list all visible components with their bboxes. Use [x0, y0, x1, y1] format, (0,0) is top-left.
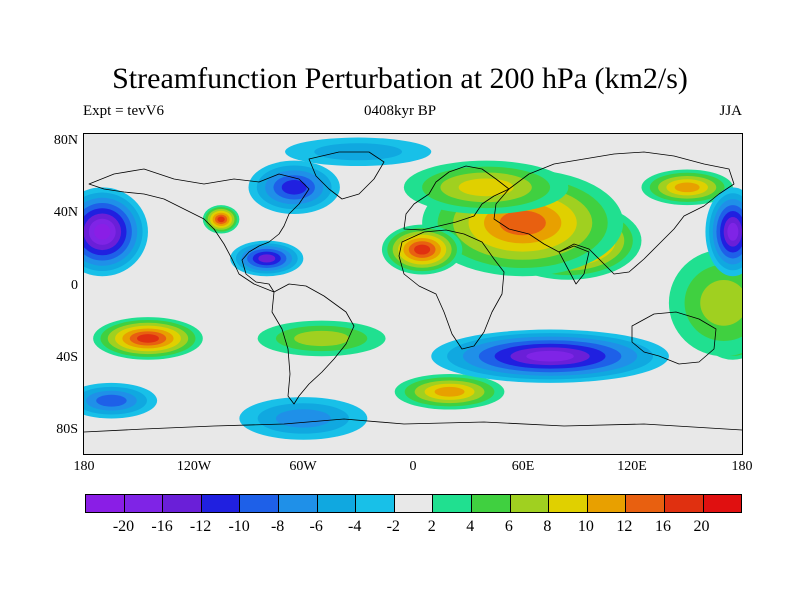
- colorbar-tick-label: -12: [189, 518, 212, 535]
- positive-anomaly-center: [202, 205, 240, 234]
- coastline-australia: [631, 311, 717, 365]
- colorbar-tick-label: -2: [386, 518, 400, 535]
- contour-band: [94, 223, 111, 240]
- lon-label-60e: 60E: [511, 459, 535, 474]
- lat-label-80n: 80N: [53, 133, 78, 148]
- colorbar-swatch: [433, 495, 472, 512]
- contour-band: [458, 178, 514, 197]
- colorbar-swatch: [163, 495, 202, 512]
- positive-anomaly-center: [381, 224, 463, 275]
- lat-label-40n: 40N: [53, 205, 78, 220]
- negative-anomaly-center: [84, 187, 148, 277]
- colorbar-swatch: [356, 495, 395, 512]
- contour-band: [526, 350, 574, 362]
- experiment-label: Expt = tevV6: [83, 103, 164, 119]
- colorbar-swatch: [510, 495, 550, 512]
- lon-label-60w: 60W: [289, 459, 317, 474]
- coastline-south-america: [271, 283, 355, 405]
- contour-band: [137, 334, 159, 343]
- coastline-africa: [398, 229, 505, 350]
- contour-band: [700, 280, 742, 326]
- colorbar-tick-label: -4: [348, 518, 362, 535]
- contour-band: [434, 386, 465, 397]
- lon-label-180w: 180: [73, 459, 95, 474]
- positive-anomaly-center: [641, 169, 733, 206]
- colorbar-tick-label: 10: [577, 518, 594, 535]
- colorbar-swatch: [124, 495, 164, 512]
- colorbar-swatch: [703, 495, 742, 512]
- coastline-north-america: [88, 168, 310, 293]
- contour-band: [275, 409, 331, 428]
- colorbar-swatch: [317, 495, 357, 512]
- negative-anomaly-center: [230, 240, 304, 277]
- colorbar-swatch: [278, 495, 318, 512]
- contour-band: [281, 180, 307, 195]
- coastlines: [84, 151, 742, 433]
- coastline-india: [558, 245, 590, 285]
- negative-anomaly-center: [84, 382, 158, 419]
- colorbar-swatch: [86, 495, 125, 512]
- colorbar-tick-label: 4: [466, 518, 475, 535]
- colorbar-tick-label: 12: [616, 518, 633, 535]
- contour-band: [414, 244, 431, 255]
- colorbar: [85, 494, 742, 513]
- contour-band: [217, 216, 225, 223]
- streamfunction-map: [84, 137, 742, 440]
- map-plot-area: [84, 134, 742, 454]
- colorbar-tick-label: 16: [654, 518, 671, 535]
- contour-band: [499, 210, 546, 236]
- lon-label-120e: 120E: [617, 459, 647, 474]
- coastline-greenland: [308, 151, 385, 200]
- lon-label-180e: 180: [731, 459, 753, 474]
- colorbar-tick-label: 6: [504, 518, 513, 535]
- negative-anomaly-center: [239, 397, 368, 440]
- colorbar-tick-label: -20: [112, 518, 135, 535]
- colorbar-swatch: [394, 495, 434, 512]
- time-label: 0408kyr BP: [363, 103, 437, 119]
- negative-anomaly-center: [248, 160, 340, 214]
- positive-anomaly-center: [403, 160, 569, 214]
- positive-anomaly-center: [394, 374, 505, 410]
- colorbar-swatch: [549, 495, 588, 512]
- colorbar-tick-label: -10: [228, 518, 250, 535]
- positive-anomaly-center: [93, 317, 203, 360]
- lat-label-0: 0: [71, 278, 78, 293]
- colorbar-tick-label: -6: [309, 518, 323, 535]
- positive-anomaly-center: [668, 249, 742, 357]
- map-title: Streamfunction Perturbation at 200 hPa (…: [112, 62, 688, 95]
- colorbar-tick-label: 8: [543, 518, 552, 535]
- contour-band: [674, 182, 700, 193]
- coastline-europe: [403, 165, 510, 231]
- contour-band: [96, 394, 127, 407]
- colorbar-tick-label: 2: [427, 518, 436, 535]
- lon-label-0: 0: [409, 459, 417, 474]
- lat-label-80s: 80S: [56, 422, 78, 437]
- contour-band: [727, 222, 739, 241]
- colorbar-swatch: [587, 495, 627, 512]
- colorbar-swatch: [201, 495, 241, 512]
- colorbar-tick-label: -8: [270, 518, 285, 535]
- contour-band: [258, 254, 276, 263]
- colorbar-swatch: [471, 495, 511, 512]
- coastline-antarctica: [84, 418, 742, 433]
- season-label: JJA: [719, 103, 742, 119]
- contour-band: [294, 330, 350, 347]
- colorbar-swatch: [626, 495, 665, 512]
- colorbar-tick-label: 20: [693, 518, 710, 535]
- negative-anomaly-center: [431, 329, 669, 383]
- colorbar-swatch: [240, 495, 279, 512]
- negative-anomaly-center: [705, 187, 742, 277]
- lon-label-120w: 120W: [176, 459, 212, 474]
- contour-field: [84, 137, 742, 440]
- coastline-asia: [493, 151, 735, 275]
- colorbar-swatch: [664, 495, 704, 512]
- colorbar-tick-label: -16: [151, 518, 173, 535]
- lat-label-40s: 40S: [56, 350, 78, 365]
- positive-anomaly-center: [257, 320, 386, 357]
